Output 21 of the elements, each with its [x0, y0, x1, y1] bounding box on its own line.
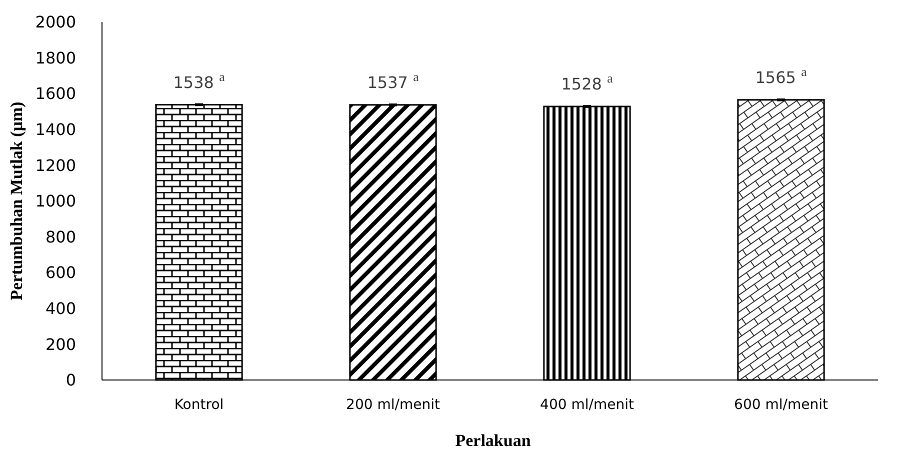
y-tick-label: 0: [66, 370, 76, 390]
x-tick-label: Kontrol: [174, 397, 224, 413]
y-tick-label: 1800: [35, 48, 76, 68]
y-tick-label: 1000: [35, 192, 76, 211]
y-tick-label: 400: [45, 299, 76, 318]
x-tick-label: 200 ml/menit: [346, 397, 440, 413]
data-label: 1537 $^{a}$: [367, 70, 420, 92]
y-tick-label: 600: [45, 263, 76, 282]
data-label: 1528 $^{a}$: [561, 72, 614, 94]
x-tick-label: 400 ml/menit: [540, 397, 634, 413]
y-tick-label: 1200: [35, 156, 76, 175]
y-tick-label: 1600: [35, 84, 76, 104]
y-tick-label: 1400: [35, 120, 76, 139]
x-tick-label: 600 ml/menit: [734, 397, 828, 413]
data-label: 1565 $^{a}$: [755, 64, 808, 87]
x-axis-title: Perlakuan: [455, 431, 532, 450]
data-label: 1538 $^{a}$: [173, 70, 226, 92]
y-axis-title: Pertumbuhan Mutlak (µm): [7, 102, 26, 300]
y-tick-label: 200: [45, 334, 76, 354]
y-tick-label: 800: [45, 227, 76, 246]
y-tick-label: 2000: [35, 12, 76, 32]
